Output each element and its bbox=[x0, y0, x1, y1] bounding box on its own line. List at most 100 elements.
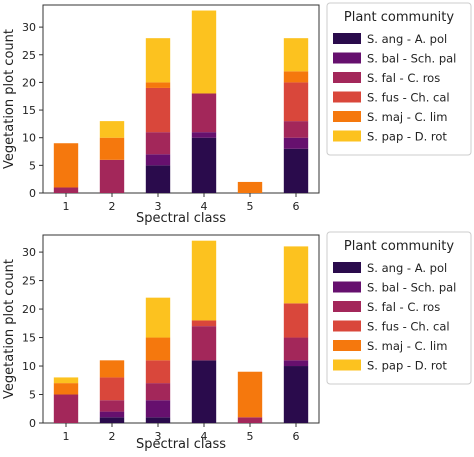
bar-segment bbox=[53, 394, 79, 423]
legend-label: S. pap - D. rot bbox=[367, 359, 447, 373]
legend-items: S. ang - A. pol S. bal - Sch. pal S. fal -… bbox=[333, 261, 456, 373]
legend-label: S. ang - A. pol bbox=[367, 261, 447, 275]
bar-segment bbox=[237, 417, 263, 423]
x-tick-label: 5 bbox=[247, 200, 254, 213]
bar-segment bbox=[145, 154, 171, 166]
legend-swatch bbox=[333, 130, 361, 142]
legend-items: S. ang - A. pol S. bal - Sch. pal S. fal -… bbox=[333, 32, 456, 144]
y-tick-label: 15 bbox=[22, 104, 36, 117]
y-tick-group: 0 5 10 15 20 25 30 bbox=[22, 246, 43, 430]
bar-segment bbox=[145, 132, 171, 155]
x-tick-label: 2 bbox=[109, 430, 116, 443]
x-tick-label: 6 bbox=[293, 430, 300, 443]
bar-segment bbox=[145, 383, 171, 401]
legend-label: S. fus - Ch. cal bbox=[367, 320, 450, 334]
legend-frame bbox=[326, 2, 472, 156]
bar-segment bbox=[53, 377, 79, 384]
bar-segment bbox=[191, 320, 217, 327]
x-axis-label: Spectral class bbox=[136, 211, 226, 226]
bar-segment bbox=[99, 417, 125, 423]
bar-segment bbox=[145, 297, 171, 338]
bar-segment bbox=[283, 137, 309, 149]
x-tick-label: 4 bbox=[201, 430, 208, 443]
chart-panel-top: 0 5 10 15 20 25 30 1 2 3 4 5 6 Spectral class Veget… bbox=[2, 2, 472, 226]
bar-segment bbox=[283, 337, 309, 361]
bar-segment bbox=[99, 411, 125, 418]
x-tick-label: 3 bbox=[155, 430, 162, 443]
x-tick-label: 4 bbox=[201, 200, 208, 213]
bar-segment bbox=[53, 143, 79, 188]
bar-segment bbox=[145, 360, 171, 384]
bar-segment bbox=[145, 400, 171, 418]
bar-segment bbox=[145, 38, 171, 83]
x-tick-label: 1 bbox=[63, 430, 70, 443]
plot-frame bbox=[42, 234, 320, 424]
x-tick-label: 6 bbox=[293, 200, 300, 213]
bar-segment bbox=[283, 82, 309, 122]
legend-label: S. maj - C. lim bbox=[367, 110, 447, 124]
bar-segment bbox=[99, 360, 125, 378]
bar-segment bbox=[191, 10, 217, 94]
bar-segment bbox=[191, 326, 217, 361]
bar-segment bbox=[283, 246, 309, 304]
legend-swatch bbox=[333, 91, 361, 103]
legend-title: Plant community bbox=[344, 10, 455, 25]
x-tick-label: 1 bbox=[63, 200, 70, 213]
x-tick-group: 1 2 3 4 5 6 bbox=[63, 193, 300, 213]
bar-stack-group bbox=[53, 10, 309, 193]
legend-swatch bbox=[333, 359, 361, 371]
y-tick-group: 0 5 10 15 20 25 30 bbox=[22, 21, 43, 200]
legend-swatch bbox=[333, 262, 361, 273]
bar-segment bbox=[145, 82, 171, 88]
bar-segment bbox=[283, 360, 309, 367]
legend-swatch bbox=[333, 33, 361, 44]
legend-swatch bbox=[333, 320, 361, 332]
legend-label: S. fus - Ch. cal bbox=[367, 91, 450, 105]
y-tick-label: 30 bbox=[22, 21, 36, 34]
bar-segment bbox=[283, 148, 309, 193]
legend-swatch bbox=[333, 111, 361, 122]
bar-segment bbox=[53, 383, 79, 395]
legend-swatch bbox=[333, 52, 361, 64]
y-axis-label: Vegetation plot count bbox=[2, 29, 17, 169]
bar-segment bbox=[191, 93, 217, 133]
y-tick-label: 25 bbox=[22, 275, 36, 288]
legend: Plant community S. ang - A. pol S. bal - … bbox=[326, 2, 472, 156]
chart-panel-bottom: 0 5 10 15 20 25 30 1 2 3 4 5 6 Spectral class Veget… bbox=[2, 231, 472, 452]
y-tick-label: 0 bbox=[29, 417, 36, 430]
bar-segment bbox=[191, 132, 217, 138]
legend-label: S. maj - C. lim bbox=[367, 339, 447, 353]
bar-segment bbox=[99, 137, 125, 160]
bar-segment bbox=[283, 38, 309, 72]
y-tick-label: 15 bbox=[22, 332, 36, 345]
x-tick-label: 2 bbox=[109, 200, 116, 213]
plot-frame bbox=[42, 4, 320, 194]
bar-segment bbox=[145, 417, 171, 423]
bar-segment bbox=[145, 337, 171, 361]
bar-segment bbox=[191, 240, 217, 321]
bar-segment bbox=[99, 159, 125, 193]
x-axis-label: Spectral class bbox=[136, 437, 226, 452]
legend-swatch bbox=[333, 281, 361, 293]
legend-title: Plant community bbox=[344, 239, 455, 254]
legend-label: S. fal - C. ros bbox=[367, 71, 440, 85]
bar-segment bbox=[283, 71, 309, 83]
bar-segment bbox=[191, 360, 217, 423]
legend-label: S. bal - Sch. pal bbox=[367, 52, 456, 66]
bar-segment bbox=[145, 87, 171, 133]
legend-label: S. bal - Sch. pal bbox=[367, 281, 456, 295]
y-tick-label: 20 bbox=[22, 76, 36, 89]
legend-label: S. fal - C. ros bbox=[367, 300, 440, 314]
legend: Plant community S. ang - A. pol S. bal - … bbox=[326, 231, 472, 385]
bar-segment bbox=[99, 377, 125, 401]
bar-segment bbox=[237, 371, 263, 418]
bar-segment bbox=[191, 137, 217, 193]
bar-segment bbox=[283, 303, 309, 338]
bar-segment bbox=[283, 366, 309, 423]
legend-swatch bbox=[333, 301, 361, 312]
y-tick-label: 25 bbox=[22, 49, 36, 62]
bar-segment bbox=[283, 121, 309, 138]
legend-label: S. ang - A. pol bbox=[367, 32, 447, 46]
y-axis-label: Vegetation plot count bbox=[2, 259, 17, 399]
bar-segment bbox=[99, 400, 125, 412]
